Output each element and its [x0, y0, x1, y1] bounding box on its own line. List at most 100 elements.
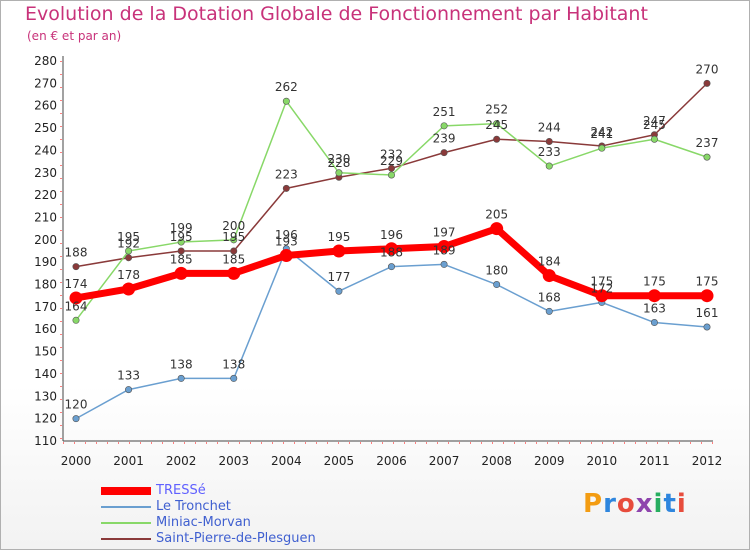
- x-tick-label: 2007: [429, 454, 460, 468]
- y-tick-label: 190: [34, 255, 57, 269]
- y-tick-label: 150: [34, 345, 57, 359]
- data-point: [493, 281, 501, 289]
- legend-label: Saint-Pierre-de-Plesguen: [156, 531, 316, 546]
- x-tick-label: 2005: [324, 454, 355, 468]
- data-label: 230: [327, 152, 350, 166]
- logo-letter: r: [603, 489, 617, 519]
- data-point: [545, 307, 553, 315]
- data-label: 223: [275, 167, 298, 181]
- x-tick-label: 2003: [218, 454, 249, 468]
- data-point: [279, 248, 293, 262]
- data-point: [230, 236, 238, 244]
- data-point: [703, 153, 711, 161]
- y-tick-label: 110: [34, 434, 57, 448]
- legend-swatch: [101, 487, 151, 495]
- data-point: [230, 247, 238, 255]
- data-label: 262: [275, 80, 298, 94]
- y-tick-label: 270: [34, 76, 57, 90]
- data-point: [650, 135, 658, 143]
- data-label: 195: [170, 230, 193, 244]
- data-label: 228: [327, 156, 350, 170]
- data-label: 197: [433, 226, 456, 240]
- data-point: [700, 289, 714, 303]
- data-point: [545, 137, 553, 145]
- data-point: [493, 120, 501, 128]
- data-label: 270: [696, 62, 719, 76]
- logo-letter: t: [663, 489, 677, 519]
- data-label: 200: [222, 219, 245, 233]
- data-label: 161: [696, 306, 719, 320]
- y-tick-label: 280: [34, 54, 57, 68]
- data-label: 242: [590, 125, 613, 139]
- data-label: 175: [696, 275, 719, 289]
- data-label: 196: [275, 228, 298, 242]
- x-tick-label: 2000: [61, 454, 92, 468]
- data-point: [125, 386, 133, 394]
- x-tick-label: 2012: [692, 454, 723, 468]
- data-point: [703, 323, 711, 331]
- logo-letter: i: [653, 489, 664, 519]
- data-point: [177, 247, 185, 255]
- data-point: [545, 162, 553, 170]
- data-label: 196: [380, 228, 403, 242]
- legend-swatch: [101, 506, 151, 508]
- y-tick-label: 200: [34, 233, 57, 247]
- legend-swatch: [101, 522, 151, 524]
- data-label: 237: [696, 136, 719, 150]
- data-label: 195: [327, 230, 350, 244]
- data-point: [230, 374, 238, 382]
- data-label: 239: [433, 132, 456, 146]
- data-label: 241: [590, 127, 613, 141]
- data-point: [122, 282, 136, 296]
- data-point: [387, 164, 395, 172]
- data-point: [595, 289, 609, 303]
- data-point: [125, 247, 133, 255]
- data-point: [387, 171, 395, 179]
- data-point: [437, 240, 451, 254]
- data-label: 189: [433, 243, 456, 257]
- data-label: 168: [538, 290, 561, 304]
- data-label: 251: [433, 105, 456, 119]
- data-point: [335, 169, 343, 177]
- data-label: 195: [117, 230, 140, 244]
- logo-letter: P: [583, 489, 604, 519]
- y-tick-label: 260: [34, 99, 57, 113]
- data-point: [493, 135, 501, 143]
- data-point: [387, 263, 395, 271]
- data-point: [72, 263, 80, 271]
- data-label: 138: [222, 357, 245, 371]
- data-point: [282, 97, 290, 105]
- y-tick-label: 180: [34, 278, 57, 292]
- data-label: 184: [538, 255, 561, 269]
- y-tick-label: 220: [34, 188, 57, 202]
- data-label: 164: [65, 299, 88, 313]
- data-label: 245: [485, 118, 508, 132]
- data-label: 138: [170, 357, 193, 371]
- data-label: 174: [65, 277, 88, 291]
- data-label: 175: [643, 275, 666, 289]
- data-point: [72, 316, 80, 324]
- data-point: [332, 244, 346, 258]
- data-label: 185: [170, 252, 193, 266]
- y-tick-label: 240: [34, 143, 57, 157]
- y-tick-label: 130: [34, 389, 57, 403]
- y-tick-label: 170: [34, 300, 57, 314]
- data-label: 193: [275, 234, 298, 248]
- legend-swatch: [101, 538, 151, 540]
- data-label: 205: [485, 208, 508, 222]
- data-point: [335, 287, 343, 295]
- data-point: [174, 266, 188, 280]
- data-point: [177, 374, 185, 382]
- x-tick-label: 2010: [587, 454, 618, 468]
- y-tick-label: 230: [34, 166, 57, 180]
- x-tick-label: 2002: [166, 454, 197, 468]
- data-point: [227, 266, 241, 280]
- data-label: 192: [117, 237, 140, 251]
- y-tick-label: 120: [34, 412, 57, 426]
- data-label: 245: [643, 118, 666, 132]
- data-point: [440, 260, 448, 268]
- data-label: 172: [590, 281, 613, 295]
- x-tick-label: 2008: [481, 454, 512, 468]
